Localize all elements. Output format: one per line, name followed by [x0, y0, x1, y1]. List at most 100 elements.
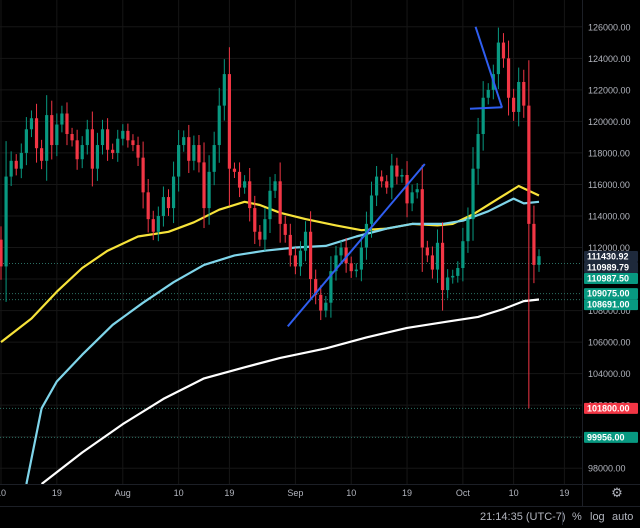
candle-body [466, 219, 470, 242]
candle-body [324, 302, 328, 311]
x-tick-label: 19 [559, 488, 569, 498]
candle-body [303, 231, 308, 251]
candle-body [222, 74, 226, 106]
candle-body [298, 250, 303, 267]
candle-body [40, 148, 44, 161]
candle-body [29, 118, 34, 130]
candle-body [70, 134, 74, 141]
candle-body [435, 242, 440, 270]
candle-body [0, 239, 3, 267]
candle-body [273, 181, 277, 191]
candle-body [481, 97, 485, 135]
candle-body [151, 219, 155, 232]
candle-body [446, 277, 450, 291]
candle-body [95, 145, 100, 169]
price-tag-bg [584, 431, 638, 443]
log-scale-toggle[interactable]: log [590, 511, 605, 523]
x-tick-label: 10 [346, 488, 356, 498]
candle-body [14, 160, 18, 169]
candle-body [405, 174, 409, 204]
price-tag-label: 108691.00 [587, 300, 630, 310]
candle-body [314, 279, 318, 295]
candle-body [65, 113, 69, 135]
price-tag-bg [584, 250, 638, 262]
candle-body [237, 171, 242, 188]
candle-body [278, 181, 282, 224]
candle-body [329, 271, 333, 303]
candle-body [192, 145, 196, 161]
moving-average-line [25, 197, 540, 485]
candle-body [121, 130, 125, 139]
candle-body [146, 192, 150, 220]
candle-body [34, 118, 39, 149]
price-tag-bg [584, 261, 638, 273]
candle-body [354, 269, 358, 272]
candle-body [476, 134, 480, 169]
y-tick-label: 106000.00 [588, 338, 631, 348]
candle-body [471, 168, 475, 220]
candle-body [207, 171, 211, 209]
price-tag-label: 111430.92 [587, 252, 629, 262]
percent-scale-toggle[interactable]: % [572, 511, 582, 523]
candle-body [182, 137, 186, 146]
clock-readout: 21:14:35 (UTC-7) [480, 511, 566, 523]
auto-scale-toggle[interactable]: auto [612, 511, 634, 523]
candle-body [268, 190, 272, 220]
candle-body [166, 197, 171, 209]
candle-body [75, 140, 79, 160]
candle-body [202, 162, 206, 209]
candle-body [420, 189, 424, 248]
candle-body [60, 113, 64, 125]
candle-body [369, 195, 374, 224]
candle-body [319, 294, 323, 311]
candle-body [451, 275, 455, 278]
y-tick-label: 118000.00 [588, 148, 630, 158]
price-tag-bg [584, 402, 638, 414]
y-tick-label: 108000.00 [588, 306, 631, 316]
candle-body [187, 137, 191, 161]
candle-body [136, 145, 140, 158]
candle-body [380, 176, 384, 182]
candle-body [141, 157, 145, 193]
y-tick-label: 114000.00 [588, 211, 630, 221]
candle-body [527, 105, 531, 224]
candle-body [349, 263, 353, 272]
x-tick-label: 10 [509, 488, 519, 498]
candle-body [334, 255, 338, 272]
price-tag-label: 109075.00 [587, 289, 630, 299]
candle-body [395, 165, 399, 177]
y-tick-label: 116000.00 [588, 180, 630, 190]
candle-body [293, 255, 297, 267]
candle-body [126, 130, 130, 141]
trend-line [286, 163, 426, 327]
y-tick-label: 112000.00 [588, 243, 630, 253]
status-divider [562, 511, 563, 525]
y-tick-label: 124000.00 [588, 54, 631, 64]
y-tick-label: 122000.00 [588, 85, 631, 95]
candle-body [161, 197, 166, 216]
trend-line [474, 26, 503, 108]
candle-body [232, 168, 237, 172]
x-tick-label: 10 [174, 488, 184, 498]
candle-body [100, 129, 105, 146]
x-tick-label: 19 [224, 488, 234, 498]
candle-body [85, 129, 89, 146]
chart-settings-icon[interactable]: ⚙ [611, 485, 623, 500]
y-tick-label: 104000.00 [588, 369, 631, 379]
candle-body [339, 247, 343, 256]
candle-body [177, 145, 181, 177]
candle-body [50, 115, 54, 146]
candle-body [243, 181, 247, 188]
price-tag-label: 110987.50 [587, 274, 629, 284]
candle-body [506, 58, 511, 98]
x-tick-label: 10 [0, 488, 6, 498]
y-tick-label: 120000.00 [588, 117, 631, 127]
candle-body [364, 223, 369, 248]
candle-body [171, 176, 176, 209]
x-tick-label: Aug [115, 488, 131, 498]
y-tick-label: 98000.00 [588, 464, 626, 474]
candle-body [288, 234, 292, 256]
candle-body [501, 42, 506, 59]
